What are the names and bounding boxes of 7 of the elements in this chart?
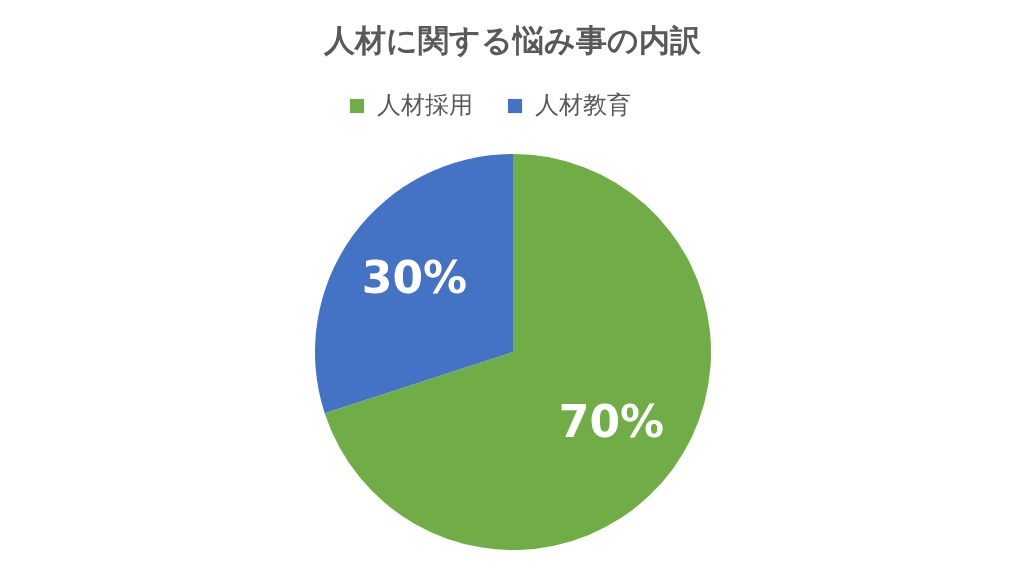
chart-title: 人材に関する悩み事の内訳 (322, 22, 702, 58)
legend-label: 人材教育 (535, 91, 631, 119)
pie-slice (315, 154, 513, 414)
pie-slice (324, 154, 711, 550)
data-label: 70% (558, 395, 665, 447)
data-label: 30% (361, 252, 468, 304)
legend-label: 人材採用 (377, 91, 473, 119)
